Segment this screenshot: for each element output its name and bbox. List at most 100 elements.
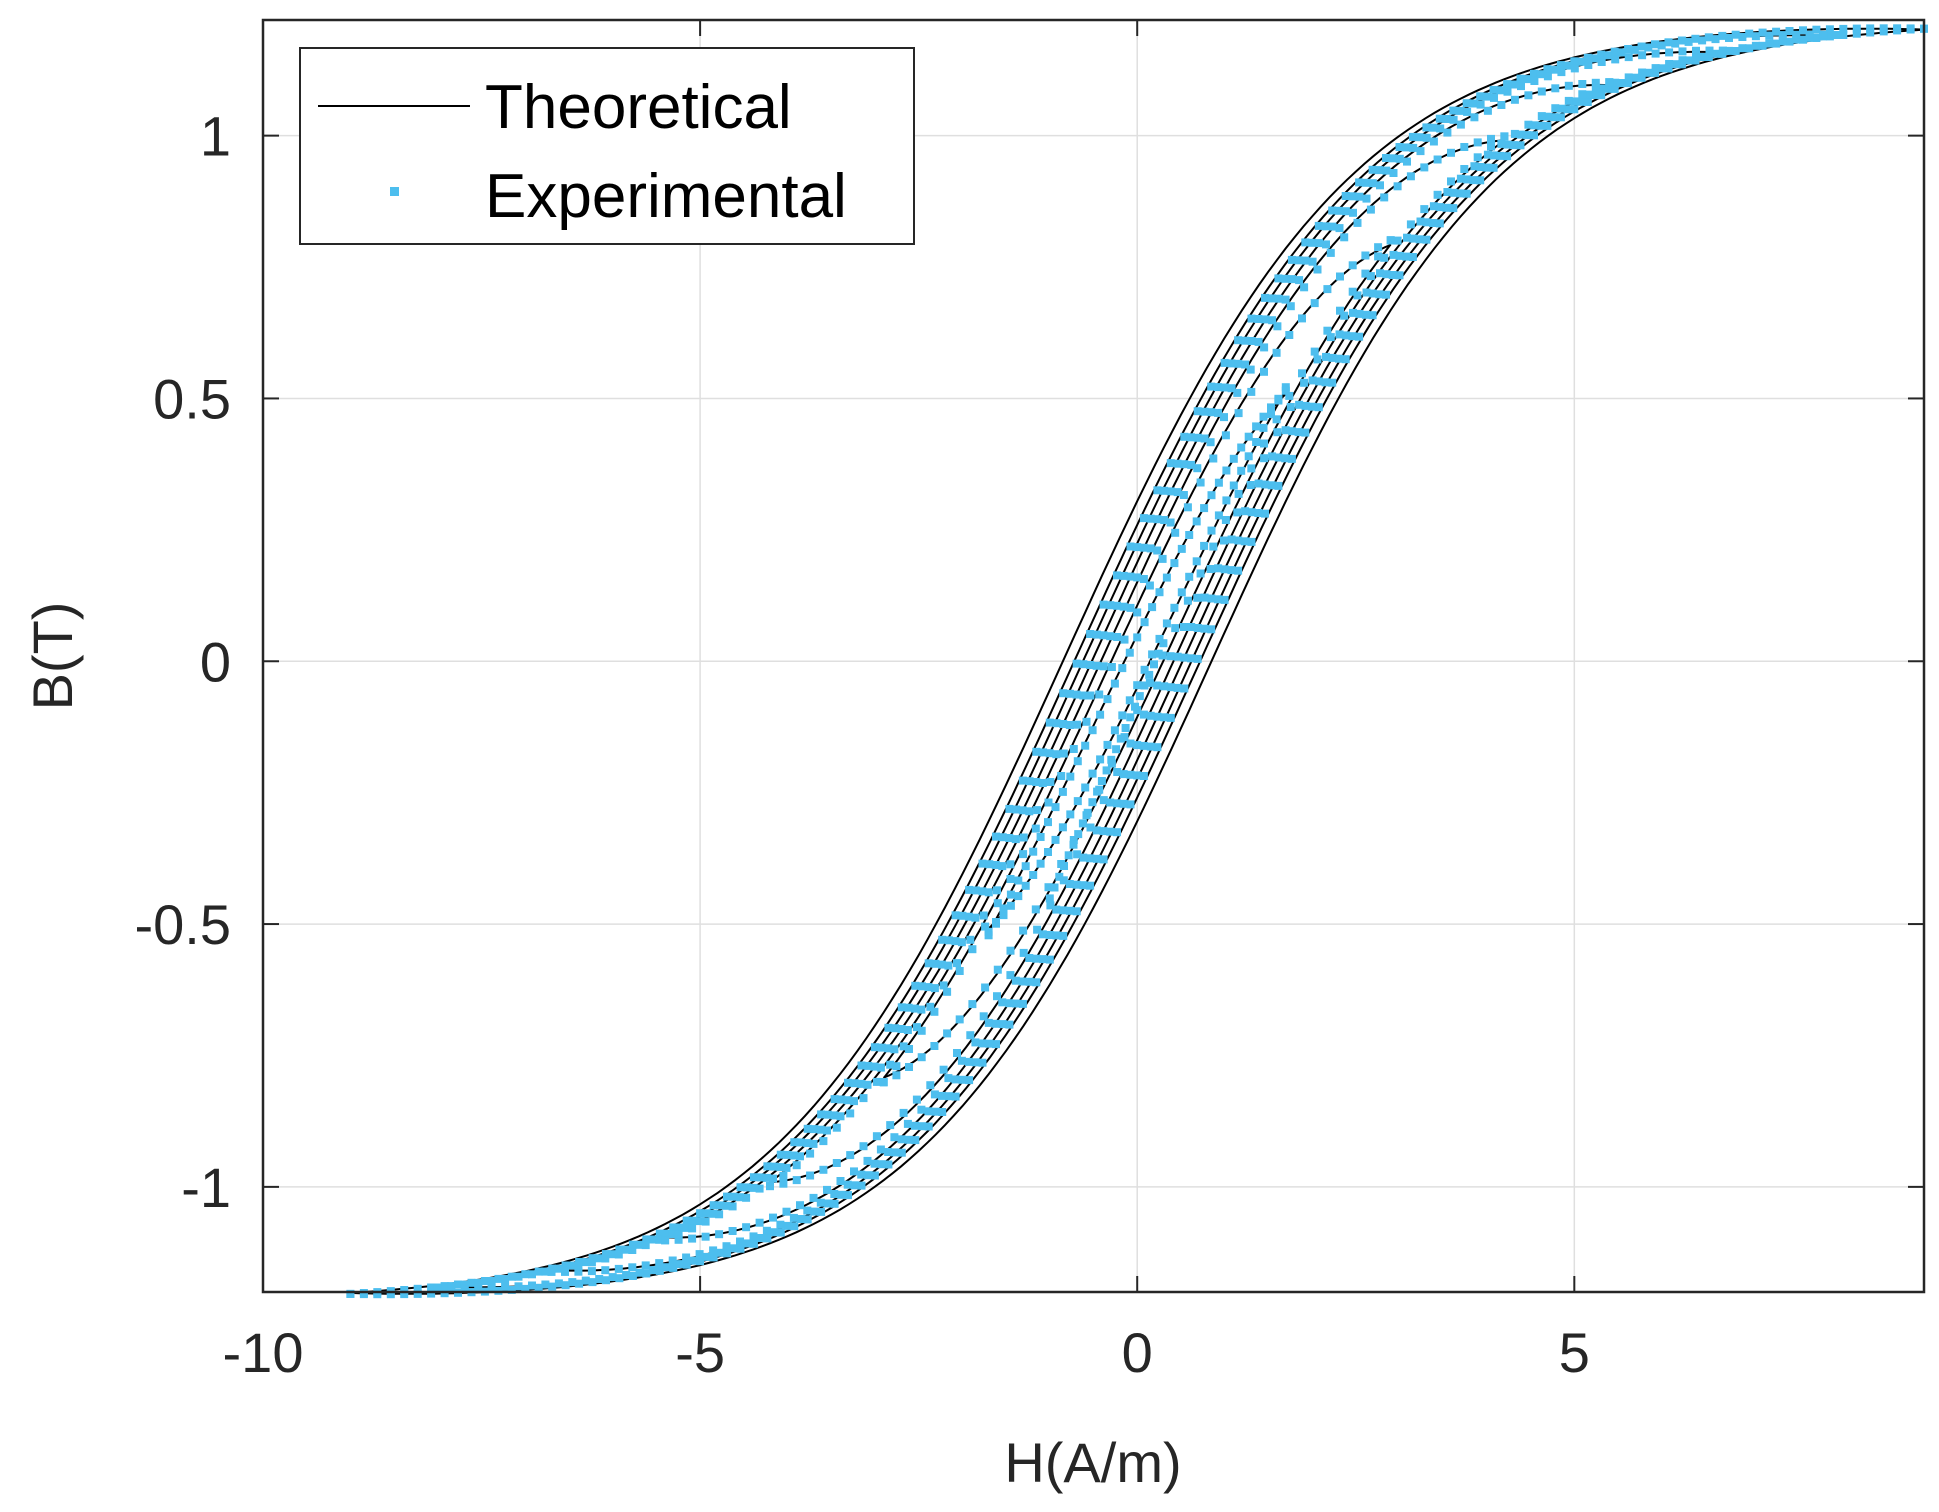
experimental-point xyxy=(817,1207,826,1216)
experimental-point xyxy=(575,1279,584,1288)
experimental-point xyxy=(1045,718,1054,727)
experimental-point xyxy=(1112,745,1121,754)
experimental-point xyxy=(1119,799,1128,808)
experimental-point xyxy=(1482,163,1491,172)
experimental-point xyxy=(1353,291,1362,300)
experimental-point xyxy=(581,1276,590,1285)
experimental-point xyxy=(1301,428,1310,437)
experimental-point xyxy=(1073,850,1082,859)
experimental-point xyxy=(521,1270,530,1279)
experimental-point xyxy=(918,982,926,991)
experimental-point xyxy=(1590,91,1599,99)
experimental-point xyxy=(701,1217,710,1226)
experimental-point xyxy=(1778,37,1787,46)
experimental-point xyxy=(823,1199,832,1208)
experimental-point xyxy=(998,862,1007,871)
experimental-point xyxy=(501,1275,510,1283)
experimental-point xyxy=(1456,120,1465,129)
experimental-point xyxy=(823,1110,832,1119)
experimental-point xyxy=(1751,41,1760,50)
experimental-point xyxy=(568,1261,577,1270)
experimental-point xyxy=(1139,543,1148,552)
experimental-point xyxy=(1456,174,1465,183)
experimental-point xyxy=(957,1056,966,1065)
experimental-point xyxy=(1406,220,1415,229)
experimental-point xyxy=(587,1258,596,1267)
experimental-point xyxy=(547,1267,556,1276)
experimental-point xyxy=(830,1095,839,1104)
experimental-point xyxy=(400,1290,409,1299)
experimental-point xyxy=(1288,427,1297,436)
experimental-point xyxy=(1692,52,1700,61)
experimental-point xyxy=(628,1246,637,1254)
experimental-point xyxy=(736,1237,744,1246)
experimental-point xyxy=(1066,772,1075,781)
experimental-point xyxy=(688,1224,697,1233)
experimental-point xyxy=(1193,624,1202,632)
experimental-point xyxy=(985,1039,994,1048)
experimental-point xyxy=(1082,717,1091,726)
experimental-point xyxy=(1348,192,1357,201)
experimental-point xyxy=(1036,859,1045,868)
experimental-point xyxy=(1510,129,1519,138)
experimental-point xyxy=(762,1173,771,1182)
experimental-point xyxy=(1556,61,1565,70)
experimental-point xyxy=(850,1097,858,1106)
experimental-point xyxy=(1179,623,1188,631)
experimental-point xyxy=(1298,369,1306,378)
experimental-point xyxy=(1294,256,1303,265)
experimental-point xyxy=(1078,819,1087,828)
experimental-point xyxy=(1583,98,1592,106)
experimental-point xyxy=(1029,871,1038,879)
experimental-point xyxy=(1323,285,1332,294)
experimental-point xyxy=(1099,631,1108,640)
experimental-point xyxy=(797,1215,805,1223)
experimental-point xyxy=(1160,486,1169,495)
experimental-point xyxy=(1018,776,1027,785)
experimental-point xyxy=(688,1234,697,1243)
experimental-point xyxy=(1106,601,1115,610)
experimental-point xyxy=(1328,378,1337,387)
experimental-point xyxy=(1096,710,1105,719)
experimental-point xyxy=(743,1239,752,1248)
experimental-point xyxy=(1079,660,1088,669)
experimental-point xyxy=(890,1045,899,1054)
experimental-point xyxy=(1460,165,1469,173)
experimental-point xyxy=(1340,311,1349,320)
experimental-point xyxy=(1099,827,1108,836)
experimental-point xyxy=(1177,544,1186,553)
experimental-point xyxy=(574,1267,583,1276)
experimental-point xyxy=(1126,572,1135,581)
experimental-point xyxy=(1287,454,1296,463)
experimental-point xyxy=(1281,295,1290,304)
experimental-point xyxy=(1490,93,1498,102)
experimental-point xyxy=(1326,248,1335,257)
experimental-point xyxy=(1187,623,1196,631)
experimental-point xyxy=(776,1228,785,1237)
experimental-point xyxy=(770,1162,779,1171)
experimental-point xyxy=(1119,770,1128,779)
experimental-point xyxy=(911,1121,919,1130)
experimental-point xyxy=(1133,573,1142,582)
experimental-point xyxy=(769,1174,777,1183)
experimental-point xyxy=(1173,459,1182,468)
experimental-point xyxy=(413,1289,422,1298)
experimental-point xyxy=(1503,87,1512,96)
experimental-point xyxy=(1113,768,1122,776)
experimental-point xyxy=(951,1075,960,1084)
experimental-point xyxy=(1247,508,1256,517)
experimental-point xyxy=(1160,713,1169,722)
experimental-point xyxy=(884,1023,893,1032)
experimental-point xyxy=(1570,97,1579,106)
experimental-point xyxy=(1139,514,1148,523)
experimental-point xyxy=(1079,853,1088,862)
experimental-point xyxy=(642,1269,651,1278)
experimental-point xyxy=(1300,378,1309,387)
experimental-point xyxy=(846,1109,855,1118)
experimental-point xyxy=(1516,74,1525,83)
experimental-point xyxy=(951,937,960,946)
experimental-point xyxy=(897,1003,906,1012)
experimental-point xyxy=(1341,192,1350,200)
experimental-point xyxy=(1530,121,1539,130)
experimental-point xyxy=(832,1123,841,1132)
